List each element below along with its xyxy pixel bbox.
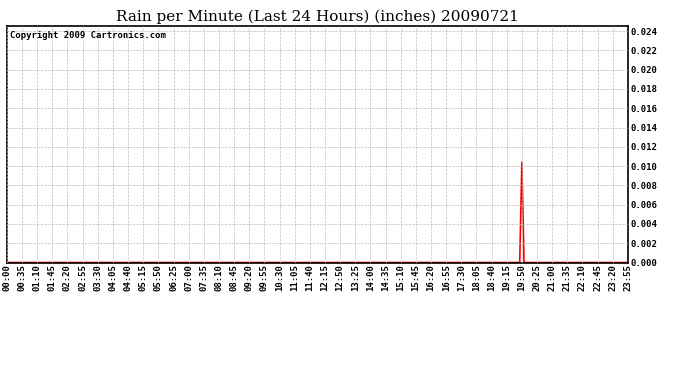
Text: Copyright 2009 Cartronics.com: Copyright 2009 Cartronics.com — [10, 31, 166, 40]
Title: Rain per Minute (Last 24 Hours) (inches) 20090721: Rain per Minute (Last 24 Hours) (inches)… — [116, 9, 519, 24]
